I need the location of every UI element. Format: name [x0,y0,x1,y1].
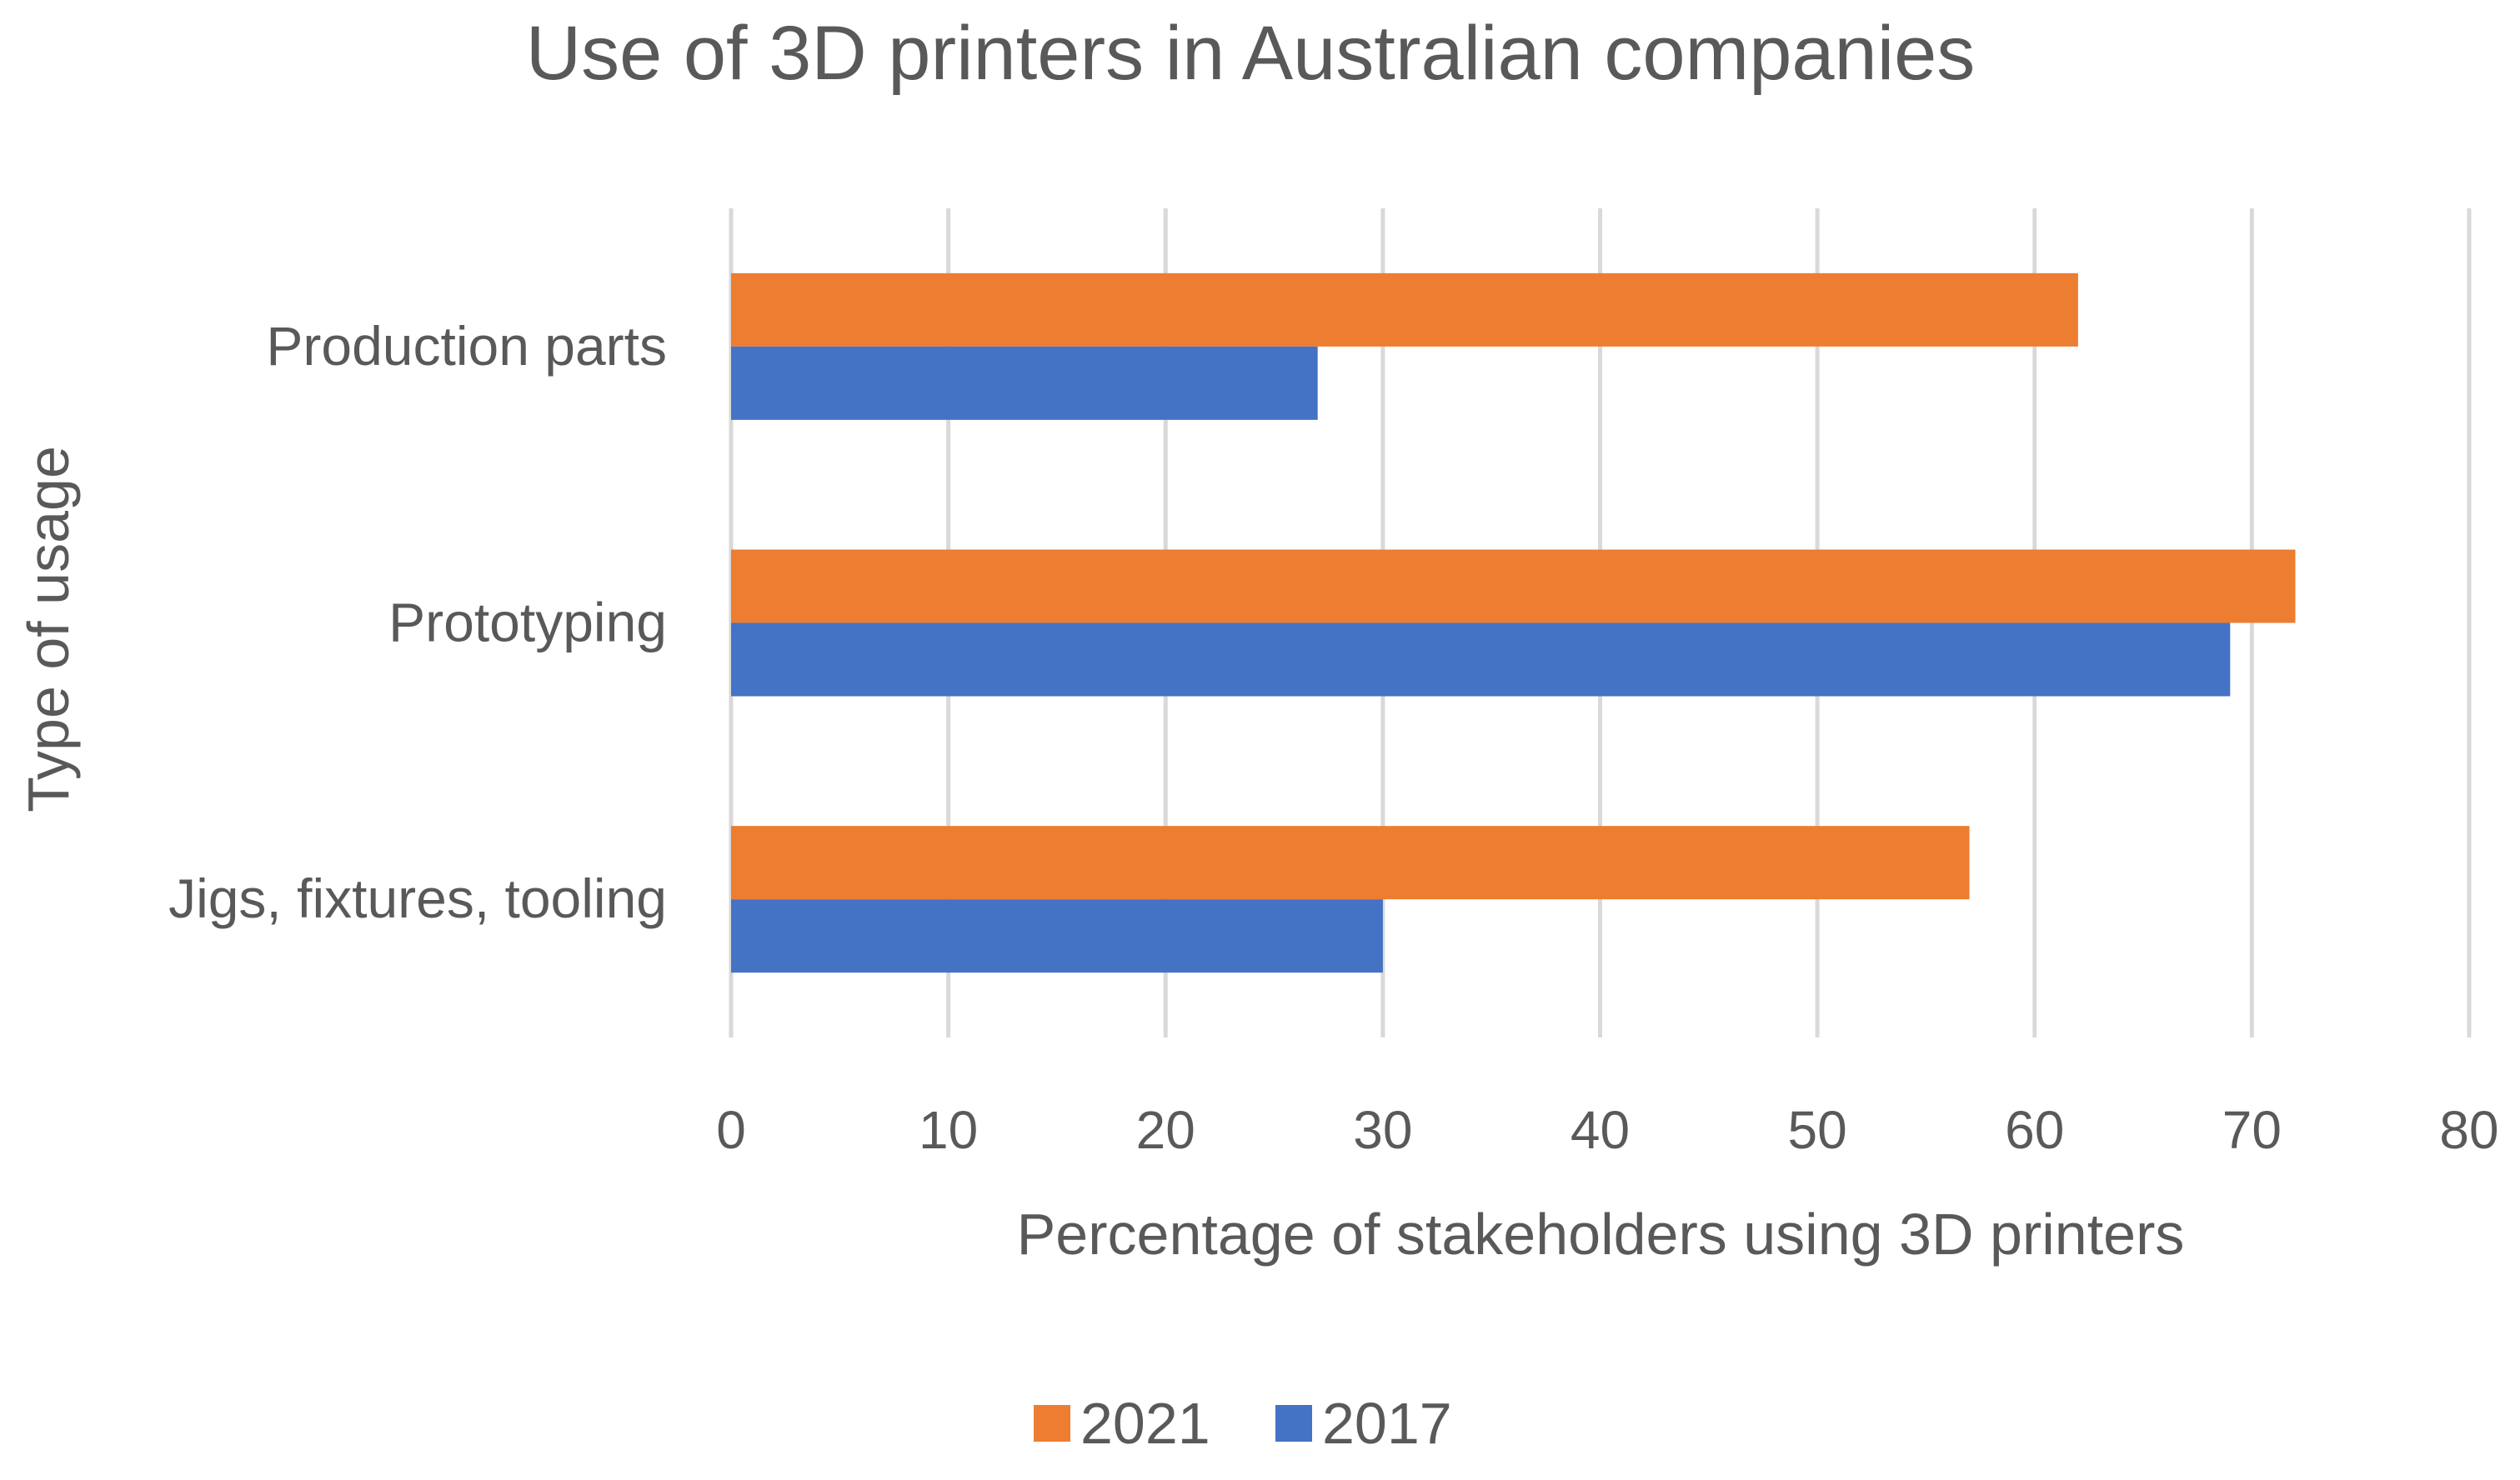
x-tick-label: 0 [716,1100,746,1160]
bar-2021-2 [731,826,1970,900]
bar-2017-1 [731,622,2231,697]
bar-2017-0 [731,346,1318,420]
bar-2017-2 [731,899,1383,973]
x-tick-label: 60 [2005,1100,2064,1160]
bar-2021-0 [731,272,2078,347]
x-tick-label: 50 [1788,1100,1847,1160]
legend: 2021 2017 [1034,1391,1452,1456]
category-label: Production parts [266,315,667,377]
legend-label: 2017 [1322,1391,1452,1456]
legend-swatch-2021 [1034,1405,1070,1442]
x-tick-label: 10 [919,1100,978,1160]
bars [731,272,2296,973]
x-tick-labels: 0 10 20 30 40 50 60 70 80 [716,1100,2498,1160]
x-tick-label: 40 [1571,1100,1630,1160]
x-tick-label: 70 [2222,1100,2282,1160]
x-tick-label: 20 [1136,1100,1195,1160]
x-axis-label: Percentage of stakeholders using 3D prin… [1017,1202,2185,1267]
category-label: Prototyping [388,592,667,653]
x-tick-label: 30 [1353,1100,1412,1160]
bar-2021-1 [731,549,2296,623]
category-labels: Production parts Prototyping Jigs, fixture… [168,315,667,929]
x-tick-label: 80 [2439,1100,2498,1160]
chart-title: Use of 3D printers in Australian compani… [526,11,1976,96]
legend-swatch-2017 [1275,1405,1312,1442]
y-axis-label: Type of usage [16,446,81,812]
category-label: Jigs, fixtures, tooling [168,868,667,929]
legend-label: 2021 [1080,1391,1210,1456]
